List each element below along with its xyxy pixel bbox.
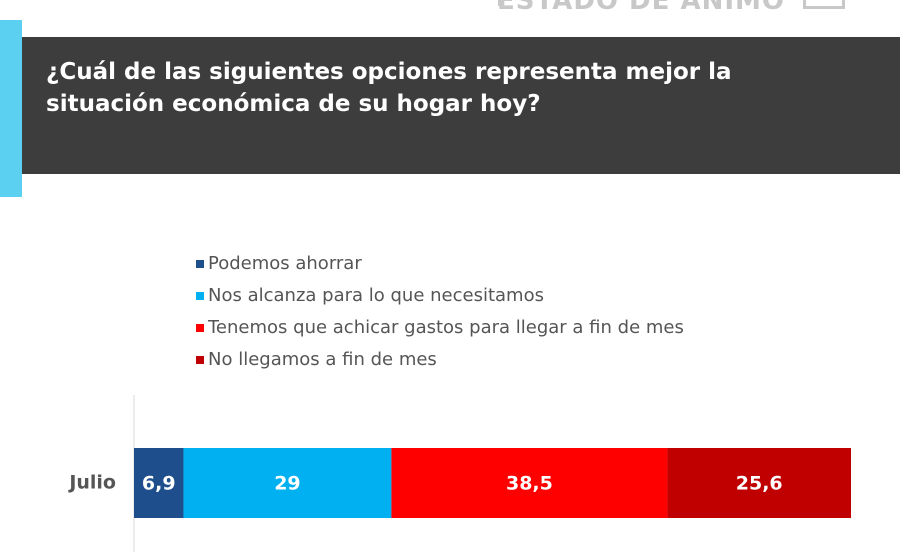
bar-segment [183, 448, 392, 518]
legend-label: Nos alcanza para lo que necesitamos [208, 285, 544, 306]
legend-label: No llegamos a fin de mes [208, 349, 437, 370]
legend-label: Tenemos que achicar gastos para llegar a… [207, 317, 684, 338]
legend-swatch [196, 356, 204, 364]
separator [498, 0, 503, 6]
value-label: 29 [274, 473, 300, 495]
legend-swatch [196, 260, 204, 268]
y-tick-label: Julio [67, 472, 116, 494]
value-label: 38,5 [506, 473, 553, 495]
bar-segment [667, 448, 851, 518]
legend-swatch [196, 292, 204, 300]
title-box [22, 37, 900, 174]
accent-strip [0, 20, 22, 197]
chart-title: ¿Cuál de las siguientes opciones represe… [46, 59, 732, 117]
section-label: ESTADO DE ÁNIMO [497, 0, 785, 16]
value-label: 6,9 [142, 473, 176, 495]
legend-swatch [196, 324, 204, 332]
bar-segment [391, 448, 668, 518]
bar-segment [134, 448, 184, 518]
value-label: 25,6 [736, 473, 783, 495]
section-icon [803, 0, 845, 9]
legend-label: Podemos ahorrar [208, 253, 362, 274]
